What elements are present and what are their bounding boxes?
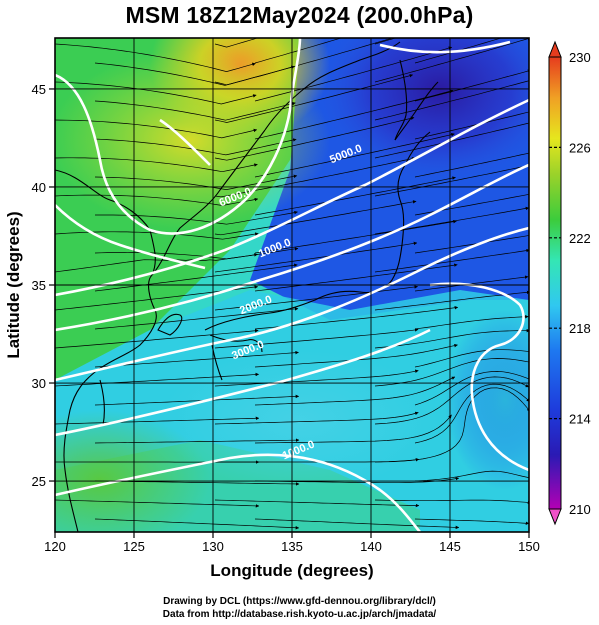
colorbar-label: 210 (569, 502, 591, 517)
streamline (55, 194, 259, 206)
streamline (374, 38, 529, 83)
streamline (374, 79, 529, 121)
streamline (55, 43, 256, 72)
streamline (214, 369, 419, 387)
streamline (214, 200, 417, 236)
contour-lines (55, 38, 529, 532)
y-tick-label: 35 (32, 278, 46, 293)
credit-drawing: Drawing by DCL (https://www.gfd-dennou.o… (163, 596, 436, 607)
y-tick-label: 25 (32, 474, 46, 489)
wind-streamlines (55, 38, 529, 530)
streamline (374, 387, 529, 463)
map-title: MSM 18Z12May2024 (200.0hPa) (125, 2, 474, 28)
streamline (254, 132, 455, 178)
streamline (55, 157, 258, 173)
x-axis: 120 125 130 135 140 145 150 (44, 532, 540, 554)
streamline (214, 116, 415, 161)
streamline (414, 371, 529, 406)
streamline (414, 349, 529, 368)
credit-data-source: Data from http://database.rish.kyoto-u.a… (162, 609, 437, 620)
streamline (414, 518, 529, 525)
colorbar-label: 214 (569, 412, 591, 427)
streamline (55, 329, 259, 349)
streamline (254, 89, 454, 140)
streamline (414, 383, 529, 444)
x-tick-label: 140 (360, 539, 382, 554)
streamline (254, 219, 457, 254)
temperature-field (55, 38, 529, 532)
streamline (414, 38, 503, 64)
y-axis-label: Latitude (degrees) (4, 211, 23, 358)
streamline (414, 110, 529, 140)
streamline (254, 46, 453, 102)
colorbar-label: 218 (569, 321, 591, 336)
streamline (414, 69, 529, 102)
streamline (414, 315, 529, 330)
lat-lon-grid (55, 38, 529, 532)
streamline (94, 100, 296, 121)
x-tick-label: 145 (439, 539, 461, 554)
streamline (374, 499, 529, 505)
colorbar-label: 222 (569, 231, 591, 246)
streamline (414, 151, 529, 178)
colorbar-max-arrow (548, 40, 562, 58)
streamline (214, 156, 416, 198)
colorbar-min-arrow (548, 508, 562, 526)
streamline (214, 499, 420, 508)
x-tick-label: 130 (202, 539, 224, 554)
streamline (374, 376, 529, 425)
y-tick-label: 45 (32, 82, 46, 97)
streamline (55, 253, 258, 273)
x-tick-label: 135 (281, 539, 303, 554)
colorbar: 230 226 222 218 214 210 (548, 40, 591, 526)
streamline (94, 518, 300, 530)
x-tick-label: 150 (518, 539, 540, 554)
streamline (254, 518, 460, 530)
x-tick-label: 120 (44, 539, 66, 554)
colorbar-label: 230 (569, 50, 591, 65)
streamline (374, 122, 529, 159)
x-axis-label: Longitude (degrees) (210, 561, 373, 580)
streamline (55, 416, 260, 425)
streamline (94, 350, 299, 368)
streamline (94, 438, 300, 444)
streamline (254, 176, 456, 216)
streamline (254, 376, 456, 406)
streamline (254, 38, 343, 64)
x-tick-label: 125 (123, 539, 145, 554)
streamline (94, 247, 299, 260)
streamline (254, 414, 452, 444)
streamline (214, 74, 414, 123)
streamline (374, 38, 397, 45)
streamline (214, 411, 419, 425)
y-axis: 25 30 35 40 45 (32, 82, 55, 489)
streamline (94, 263, 298, 292)
streamline (214, 328, 419, 349)
y-tick-label: 40 (32, 180, 46, 195)
streamline (55, 372, 260, 387)
streamline (214, 38, 394, 86)
streamline (414, 235, 529, 254)
streamline (94, 307, 299, 330)
streamline (55, 81, 257, 105)
streamline (94, 174, 298, 190)
streamline (94, 394, 300, 406)
streamline (214, 38, 259, 48)
streamline (374, 165, 529, 197)
streamline (374, 328, 529, 349)
streamline (55, 499, 260, 508)
colorbar-label: 226 (569, 140, 591, 155)
y-tick-label: 30 (32, 376, 46, 391)
streamline (414, 470, 529, 482)
streamline (214, 241, 418, 273)
streamline (94, 138, 297, 156)
streamline (374, 248, 529, 273)
colorbar-scale (548, 56, 562, 510)
